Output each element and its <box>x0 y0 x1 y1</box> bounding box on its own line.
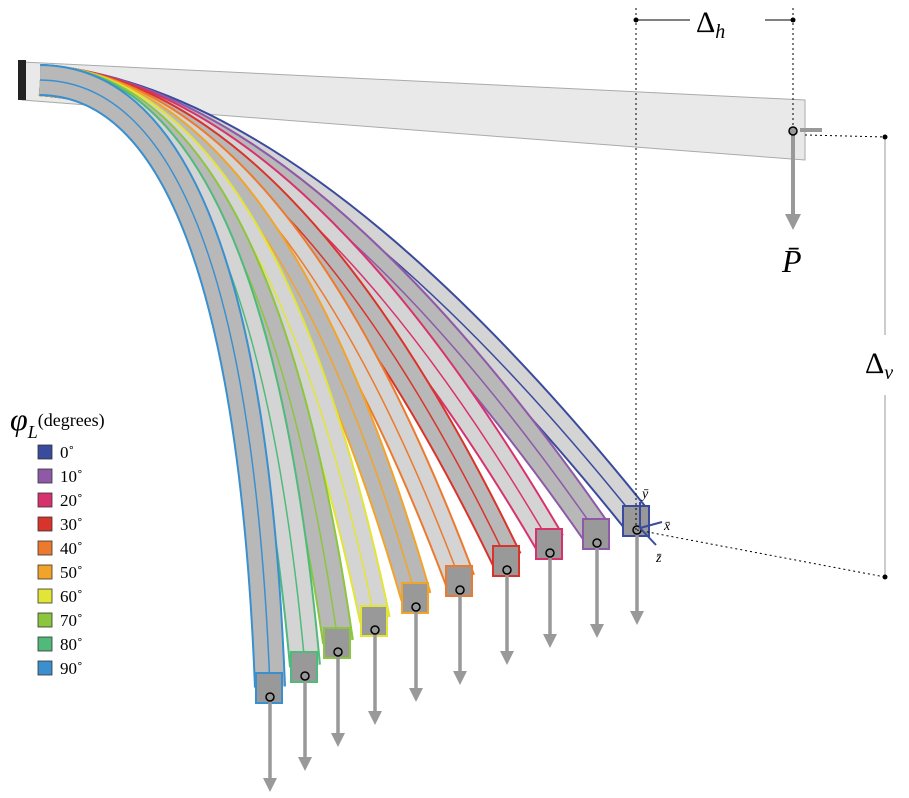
delta-h-label: Δh <box>696 6 725 43</box>
legend-swatch <box>38 589 52 603</box>
support <box>18 60 26 100</box>
legend-swatch <box>38 565 52 579</box>
dim-end <box>883 135 888 140</box>
legend-label: 60˚ <box>60 587 83 606</box>
axis-x-label: x̄ <box>663 519 671 534</box>
tip-point <box>334 648 342 656</box>
legend-label: 90˚ <box>60 659 83 678</box>
tip-point <box>546 549 554 557</box>
dim-end <box>791 18 796 23</box>
delta-v-label: Δv <box>865 347 893 384</box>
load-label: P̄ <box>781 243 802 279</box>
legend-swatch <box>38 517 52 531</box>
tip-point <box>266 693 274 701</box>
legend-swatch <box>38 613 52 627</box>
legend-label: 40˚ <box>60 539 83 558</box>
tip-point <box>412 603 420 611</box>
tip-point <box>371 626 379 634</box>
load-point <box>789 127 797 135</box>
ref-line <box>637 530 885 577</box>
legend-title: φL(degrees) <box>10 401 105 442</box>
legend-label: 80˚ <box>60 635 83 654</box>
legend-label: 20˚ <box>60 491 83 510</box>
legend-swatch <box>38 469 52 483</box>
legend: φL(degrees) 0˚ 10˚ 20˚ 30˚ 40˚ 50˚ 60˚ 70˚ 80˚ 90… <box>10 401 105 678</box>
tip-point <box>503 566 511 574</box>
legend-swatch <box>38 661 52 675</box>
ref-line <box>805 135 885 137</box>
axis-z-label: z̄ <box>655 551 662 566</box>
legend-label: 10˚ <box>60 467 83 486</box>
legend-swatch <box>38 637 52 651</box>
tip-point <box>593 539 601 547</box>
dim-end <box>634 18 639 23</box>
legend-swatch <box>38 493 52 507</box>
axis-y-label: ȳ <box>640 487 649 502</box>
legend-swatch <box>38 541 52 555</box>
legend-label: 70˚ <box>60 611 83 630</box>
dim-end <box>883 575 888 580</box>
legend-swatch <box>38 445 52 459</box>
legend-label: 0˚ <box>60 443 74 462</box>
legend-label: 30˚ <box>60 515 83 534</box>
tip-point <box>301 672 309 680</box>
deformed-beams <box>40 80 649 785</box>
tip-point <box>456 586 464 594</box>
legend-label: 50˚ <box>60 563 83 582</box>
figure: Δh Δv P̄ ȳ x̄ z̄ φL(degrees) 0˚ 10˚ 20˚ 30˚… <box>0 0 909 798</box>
